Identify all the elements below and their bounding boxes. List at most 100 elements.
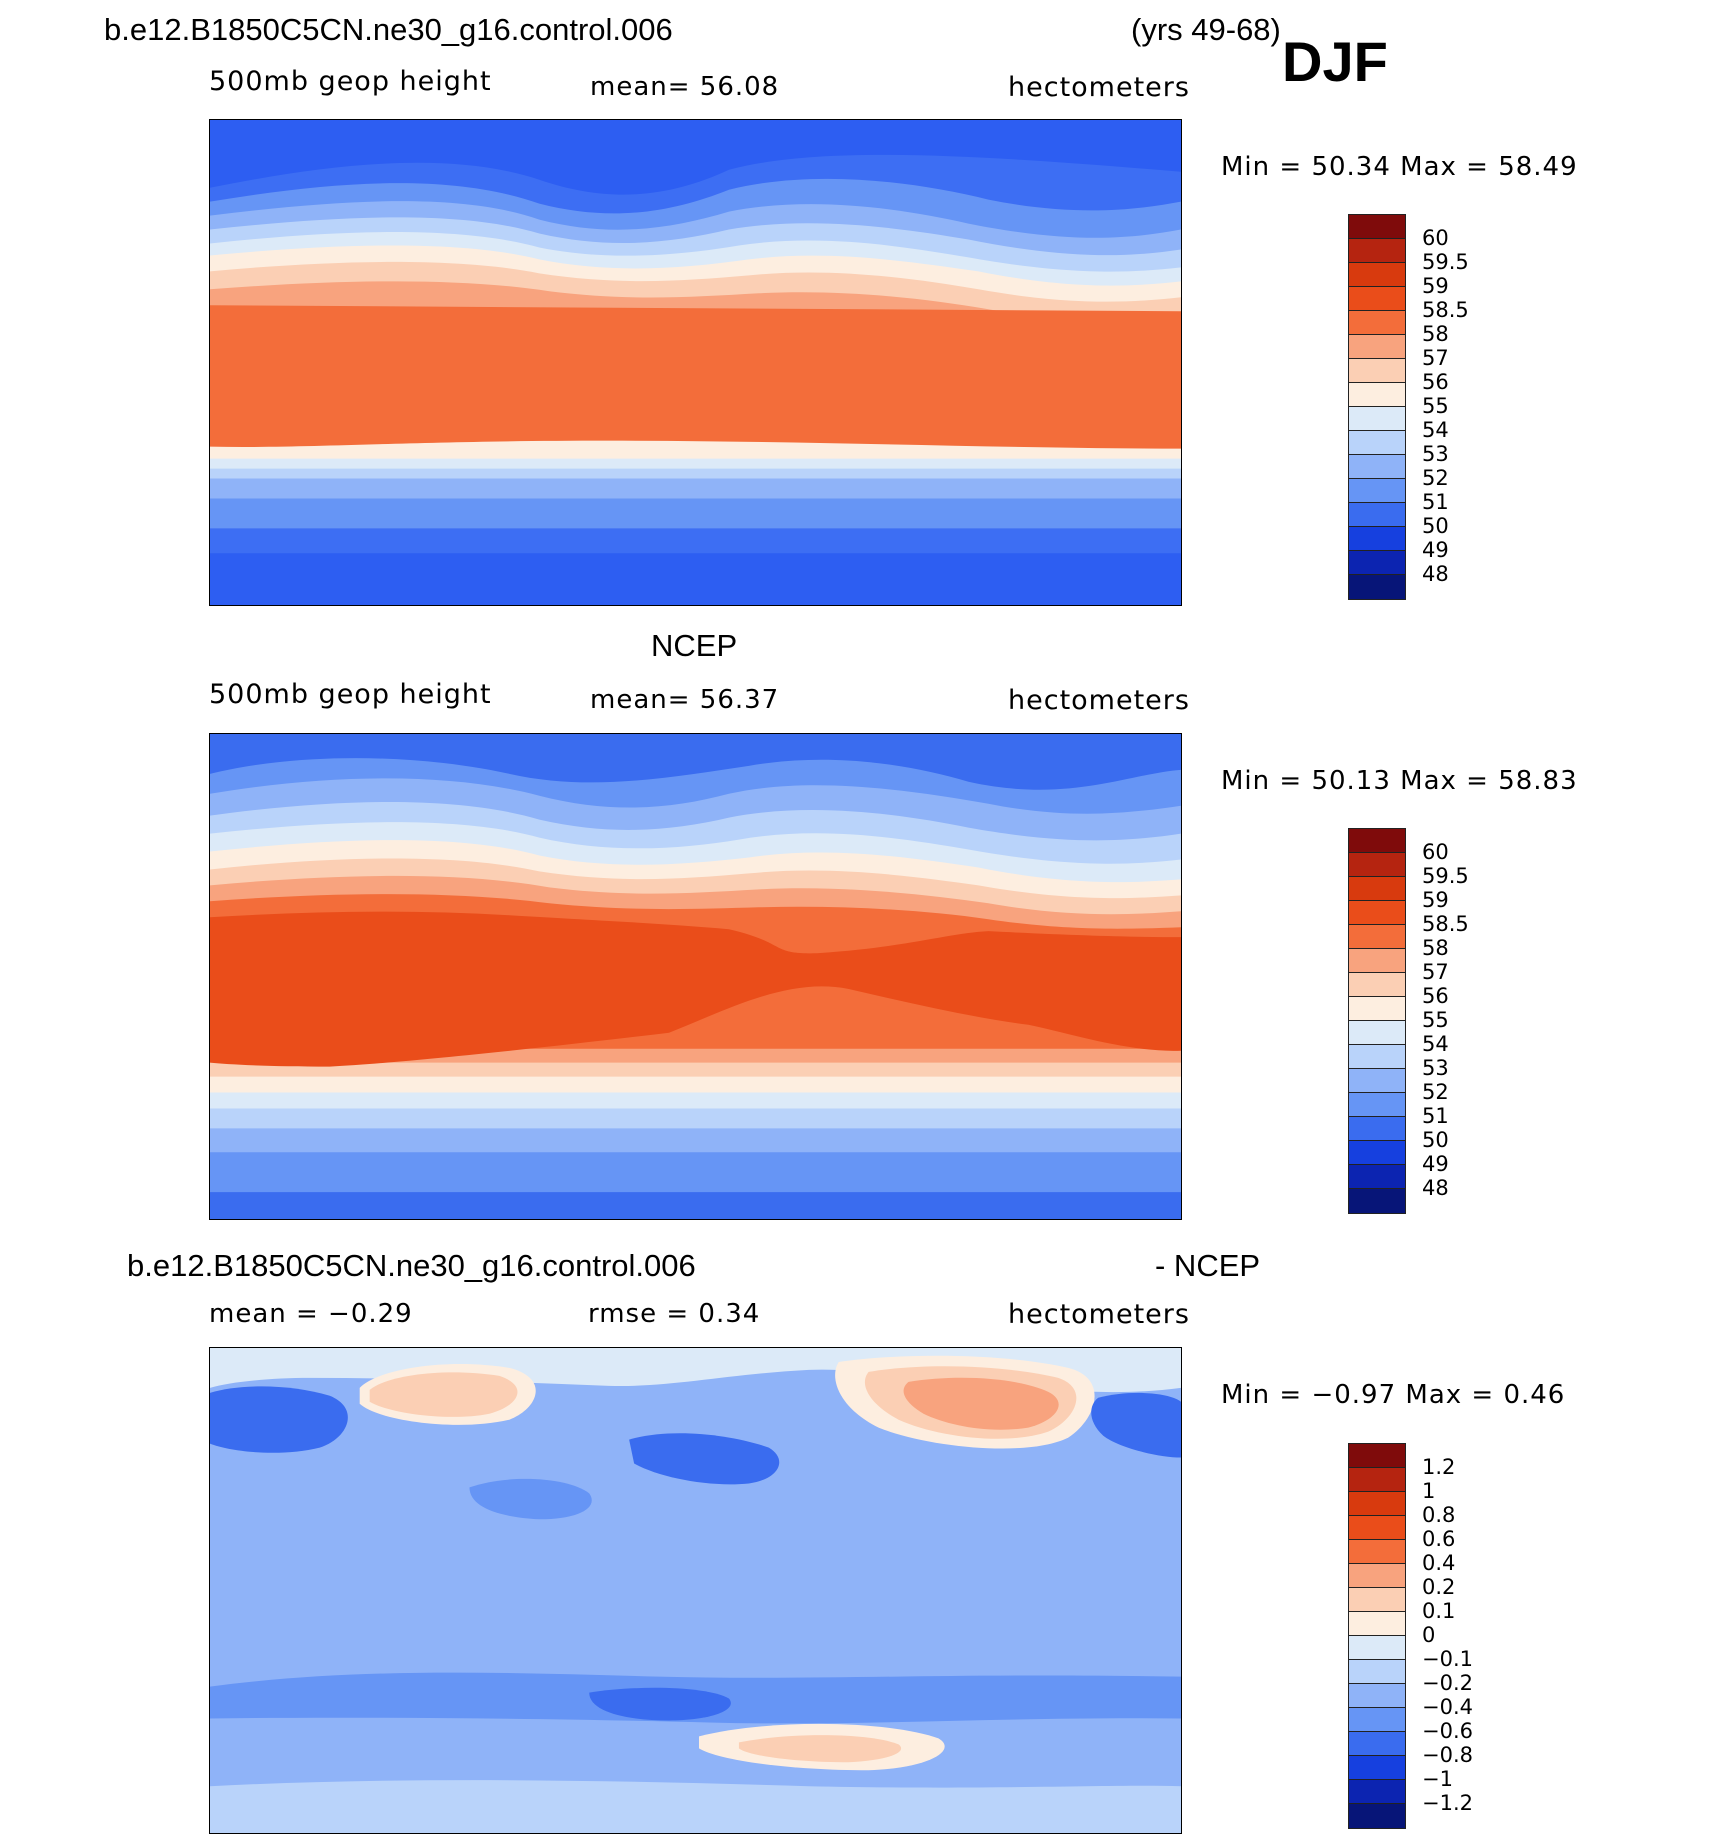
model-colorbar-swatches	[1348, 214, 1406, 600]
difference-colorbar-swatch	[1349, 1468, 1405, 1492]
ncep-colorbar-swatch	[1349, 1021, 1405, 1045]
model-colorbar-tick-label: 57	[1422, 346, 1449, 370]
model-colorbar-tick-label: 53	[1422, 442, 1449, 466]
panel3-rmse: rmse = 0.34	[588, 1299, 761, 1329]
ncep-colorbar-tick-label: 50	[1422, 1128, 1449, 1152]
season-label: DJF	[1282, 30, 1388, 93]
model-colorbar-swatch	[1349, 215, 1405, 239]
ncep-colorbar-swatch	[1349, 925, 1405, 949]
ncep-height-map	[209, 733, 1182, 1220]
ncep-colorbar-swatch	[1349, 901, 1405, 925]
ncep-colorbar-tick-label: 56	[1422, 984, 1449, 1008]
ncep-colorbar-tick-label: 59.5	[1422, 864, 1469, 888]
model-colorbar-swatch	[1349, 407, 1405, 431]
model-colorbar-swatch	[1349, 503, 1405, 527]
model-colorbar-swatch	[1349, 431, 1405, 455]
ncep-colorbar-tick-label: 48	[1422, 1176, 1449, 1200]
model-colorbar-tick-label: 51	[1422, 490, 1449, 514]
difference-colorbar-swatches	[1348, 1443, 1406, 1829]
panel3-title: b.e12.B1850C5CN.ne30_g16.control.006	[127, 1248, 696, 1283]
model-height-map	[209, 119, 1182, 606]
ncep-colorbar-swatch	[1349, 877, 1405, 901]
model-colorbar-tick-label: 49	[1422, 538, 1449, 562]
difference-colorbar-swatch	[1349, 1516, 1405, 1540]
panel1-minmax: Min = 50.34 Max = 58.49	[1221, 152, 1578, 182]
model-colorbar-tick-label: 59.5	[1422, 250, 1469, 274]
ncep-colorbar-swatch	[1349, 1165, 1405, 1189]
ncep-colorbar-tick-label: 51	[1422, 1104, 1449, 1128]
difference-colorbar-swatch	[1349, 1708, 1405, 1732]
model-colorbar-swatch	[1349, 359, 1405, 383]
difference-colorbar-tick-label: −0.2	[1422, 1671, 1473, 1695]
panel2-units: hectometers	[1008, 685, 1190, 716]
model-colorbar-swatch	[1349, 575, 1405, 599]
model-colorbar-tick-label: 54	[1422, 418, 1449, 442]
difference-colorbar-tick-label: 0.2	[1422, 1575, 1456, 1599]
ncep-colorbar-swatches	[1348, 828, 1406, 1214]
ncep-colorbar-tick-label: 58	[1422, 936, 1449, 960]
ncep-colorbar-swatch	[1349, 1069, 1405, 1093]
panel2-title: NCEP	[651, 628, 738, 663]
ncep-colorbar-tick-label: 55	[1422, 1008, 1449, 1032]
ncep-colorbar-tick-label: 54	[1422, 1032, 1449, 1056]
ncep-colorbar-swatch	[1349, 1045, 1405, 1069]
ncep-colorbar-tick-label: 59	[1422, 888, 1449, 912]
model-colorbar-tick-label: 48	[1422, 562, 1449, 586]
model-colorbar-swatch	[1349, 551, 1405, 575]
difference-colorbar-tick-label: 1.2	[1422, 1455, 1456, 1479]
ncep-colorbar-swatch	[1349, 853, 1405, 877]
ncep-colorbar-tick-label: 53	[1422, 1056, 1449, 1080]
difference-colorbar-tick-label: 1	[1422, 1479, 1436, 1503]
panel3-mean: mean = −0.29	[209, 1299, 413, 1329]
difference-colorbar-tick-label: 0.6	[1422, 1527, 1456, 1551]
difference-contours	[210, 1348, 1181, 1833]
ncep-colorbar-tick-label: 57	[1422, 960, 1449, 984]
model-colorbar-swatch	[1349, 479, 1405, 503]
model-colorbar-tick-label: 52	[1422, 466, 1449, 490]
model-colorbar-tick-label: 59	[1422, 274, 1449, 298]
difference-colorbar-tick-label: −1	[1422, 1767, 1453, 1791]
difference-colorbar-swatch	[1349, 1612, 1405, 1636]
model-colorbar-tick-label: 56	[1422, 370, 1449, 394]
panel3-minmax: Min = −0.97 Max = 0.46	[1221, 1380, 1566, 1410]
difference-colorbar-tick-label: 0.8	[1422, 1503, 1456, 1527]
years-label: (yrs 49-68)	[1131, 12, 1281, 47]
model-colorbar-swatch	[1349, 311, 1405, 335]
ncep-colorbar-tick-label: 60	[1422, 840, 1449, 864]
panel2-minmax: Min = 50.13 Max = 58.83	[1221, 766, 1578, 796]
model-colorbar-swatch	[1349, 239, 1405, 263]
difference-colorbar-swatch	[1349, 1756, 1405, 1780]
case-title: b.e12.B1850C5CN.ne30_g16.control.006	[104, 12, 673, 47]
difference-colorbar-swatch	[1349, 1780, 1405, 1804]
ncep-colorbar-swatch	[1349, 1189, 1405, 1213]
model-colorbar-swatch	[1349, 455, 1405, 479]
panel2-variable: 500mb geop height	[209, 679, 492, 710]
difference-colorbar-tick-label: 0.1	[1422, 1599, 1456, 1623]
panel1-mean: mean= 56.08	[590, 72, 780, 102]
difference-colorbar-tick-label: 0	[1422, 1623, 1436, 1647]
difference-colorbar-swatch	[1349, 1636, 1405, 1660]
ncep-colorbar-swatch	[1349, 997, 1405, 1021]
model-colorbar-tick-label: 50	[1422, 514, 1449, 538]
difference-colorbar-tick-label: −0.8	[1422, 1743, 1473, 1767]
difference-colorbar-swatch	[1349, 1660, 1405, 1684]
model-colorbar-swatch	[1349, 383, 1405, 407]
model-colorbar-swatch	[1349, 335, 1405, 359]
panel2-mean: mean= 56.37	[590, 685, 780, 715]
ncep-colorbar-swatch	[1349, 949, 1405, 973]
difference-colorbar-swatch	[1349, 1444, 1405, 1468]
model-colorbar-tick-label: 55	[1422, 394, 1449, 418]
ncep-colorbar-tick-label: 49	[1422, 1152, 1449, 1176]
ncep-colorbar-swatch	[1349, 1117, 1405, 1141]
difference-colorbar-swatch	[1349, 1540, 1405, 1564]
difference-colorbar-swatch	[1349, 1684, 1405, 1708]
model-colorbar-swatch	[1349, 527, 1405, 551]
difference-colorbar-tick-label: −0.4	[1422, 1695, 1473, 1719]
ncep-height-contours	[210, 734, 1181, 1219]
difference-colorbar-swatch	[1349, 1588, 1405, 1612]
model-colorbar-tick-label: 58.5	[1422, 298, 1469, 322]
panel3-title-right: - NCEP	[1155, 1248, 1261, 1283]
difference-colorbar-tick-label: −1.2	[1422, 1791, 1473, 1815]
difference-colorbar-swatch	[1349, 1492, 1405, 1516]
difference-map	[209, 1347, 1182, 1834]
